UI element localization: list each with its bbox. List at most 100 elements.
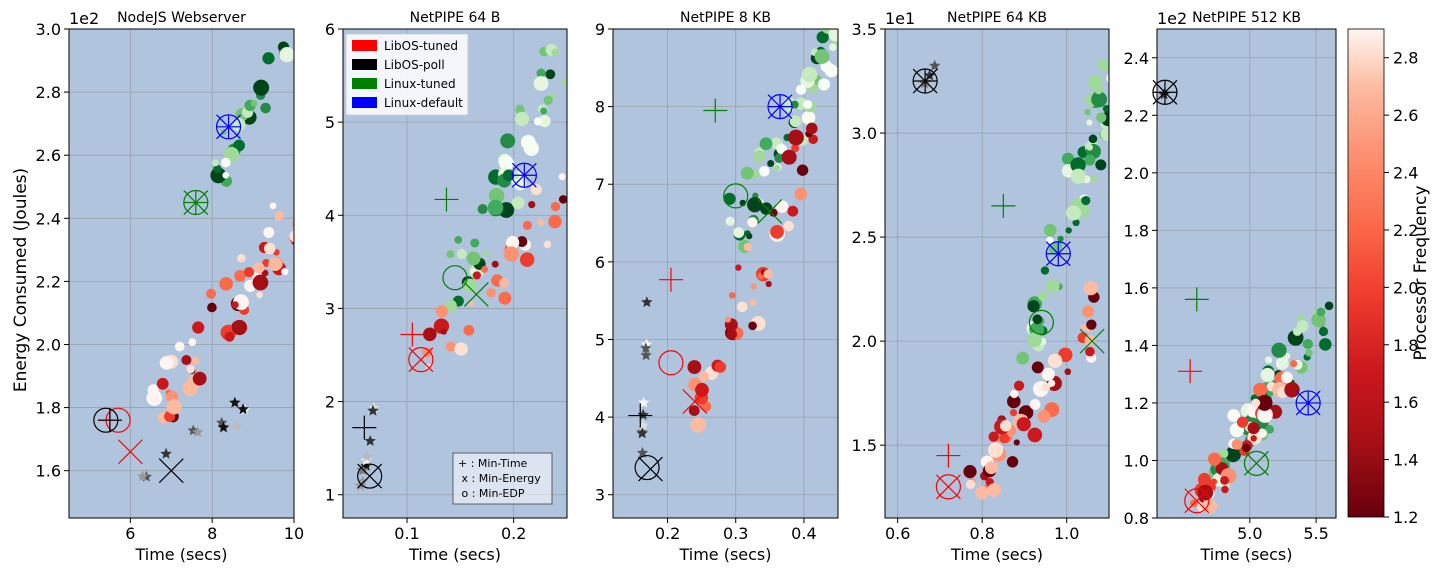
data-point-star [364, 435, 376, 446]
y-tick-label: 2.0 [36, 335, 61, 354]
data-point-star [237, 403, 249, 415]
data-point [1227, 409, 1241, 422]
data-point [550, 201, 561, 212]
x-axis-label: Time (secs) [950, 545, 1043, 564]
marker-min-edp-libos-tuned [1184, 488, 1210, 514]
data-point [1045, 279, 1060, 294]
data-point [1256, 406, 1273, 423]
data-point [213, 164, 222, 173]
data-point [736, 301, 748, 313]
data-point [551, 48, 560, 57]
panel-1: 6 8 10 1.6 1.8 2.0 2.2 2.4 2.6 2.8 3.0 NodeJS Webse… [36, 9, 305, 564]
data-point [1082, 305, 1095, 318]
marker-min-edp-libos-poll [93, 407, 119, 433]
data-point [781, 149, 797, 165]
data-point [1084, 154, 1096, 166]
data-point [775, 200, 789, 213]
data-point-star [641, 296, 653, 308]
data-point [522, 220, 533, 231]
data-point [803, 99, 813, 109]
marker-min-edp-libos-poll [357, 463, 383, 489]
data-point-star [918, 77, 931, 89]
data-point [688, 405, 700, 416]
optimum-markers [93, 114, 242, 484]
data-point [260, 102, 271, 114]
marker-min-time-linux-tuned [1184, 287, 1209, 312]
data-point [545, 69, 556, 80]
data-point [747, 197, 763, 213]
data-point [1225, 446, 1242, 463]
x-axis-label: Time (secs) [408, 545, 501, 564]
plot-frame [884, 28, 1110, 519]
data-point [207, 302, 217, 313]
panel-title: NetPIPE 8 KB [680, 10, 771, 26]
data-point [765, 280, 772, 288]
data-point-star [923, 69, 936, 81]
plot-area [69, 29, 294, 518]
marker-min-edp-linux-default [1045, 241, 1071, 267]
data-point [481, 265, 489, 273]
y-tick-label: 1.8 [36, 399, 61, 418]
data-point [568, 173, 577, 182]
data-point [770, 224, 784, 239]
data-point [788, 129, 804, 146]
data-point [1029, 399, 1041, 410]
data-point [723, 192, 736, 205]
data-point [817, 78, 831, 91]
data-point [1047, 353, 1063, 369]
marker-min-edp-libos-poll [1152, 79, 1178, 105]
y-tick-label: 5 [325, 113, 335, 132]
data-point [250, 99, 258, 107]
y-tick-label: 3.0 [36, 20, 61, 39]
data-point [253, 79, 270, 96]
y-tick-label: 1.4 [1124, 336, 1149, 355]
panel-5: 5.0 5.5 0.8 1.0 1.2 1.4 1.6 1.8 2.0 2.2 2.4 NetPIPE… [1124, 9, 1337, 564]
y-tick-label: 1 [325, 486, 335, 505]
marker-min-time-linux-tuned [434, 187, 459, 212]
data-point [1316, 307, 1326, 317]
y-axis-label: Energy Consumed (Joules) [11, 168, 31, 392]
data-point [261, 269, 269, 277]
data-point [454, 235, 463, 244]
data-point [281, 268, 289, 276]
data-point [1006, 394, 1021, 409]
colorbar-tick-label: 2.8 [1393, 49, 1418, 68]
data-point [1010, 389, 1019, 399]
data-point-star [229, 396, 241, 408]
data-point [1070, 157, 1086, 173]
data-point [698, 371, 709, 382]
data-point [759, 137, 773, 151]
data-point [828, 43, 837, 52]
data-point [1197, 472, 1211, 486]
data-point [533, 117, 543, 126]
x-tick-label: 0.8 [969, 524, 994, 543]
data-point [794, 187, 808, 201]
x-tick-label: 5.5 [1303, 524, 1328, 543]
marker-min-energy-linux-default [1295, 390, 1321, 416]
data-point [1284, 382, 1300, 398]
y-tick-label: 2.0 [852, 332, 877, 351]
data-point [789, 115, 802, 128]
colorbar-tick-label: 2.0 [1393, 278, 1418, 297]
data-point [147, 384, 160, 396]
data-point [1250, 435, 1257, 442]
marker-min-edp-linux-tuned [723, 183, 749, 209]
marker-min-energy-linux-default [767, 94, 793, 120]
data-point [733, 227, 745, 239]
y-tick-label: 2.5 [852, 228, 877, 247]
x-tick-label: 8 [207, 524, 217, 543]
data-point [540, 107, 548, 115]
data-points [1158, 88, 1334, 514]
data-point-star [230, 420, 243, 432]
data-point [1221, 485, 1229, 494]
data-point [763, 269, 773, 279]
y-ticks: 1.6 1.8 2.0 2.2 2.4 2.6 2.8 3.0 [36, 20, 69, 481]
data-point [572, 196, 580, 204]
marker-min-edp-linux-tuned [183, 189, 209, 216]
data-point-star [160, 447, 172, 459]
data-point [536, 68, 546, 78]
data-point [530, 183, 542, 196]
axis-multiplier: 1e2 [1157, 9, 1187, 28]
legend-label-libos-tuned: LibOS-tuned [384, 39, 458, 53]
